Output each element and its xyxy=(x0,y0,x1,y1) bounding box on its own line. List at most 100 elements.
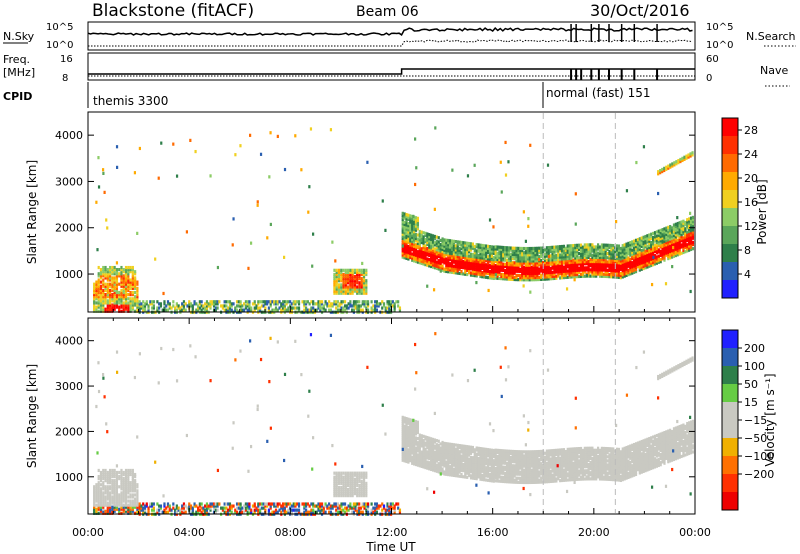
power-cell xyxy=(585,266,588,270)
power-cell xyxy=(115,278,119,282)
power-cell xyxy=(688,231,691,236)
power-cell xyxy=(131,293,134,297)
velocity-cell xyxy=(428,442,431,446)
velocity-cell xyxy=(346,481,350,485)
power-cell xyxy=(638,247,641,251)
velocity-cell xyxy=(403,430,406,434)
power-cell xyxy=(568,267,571,271)
power-cell xyxy=(342,268,345,272)
power-cell xyxy=(422,254,425,258)
power-cell xyxy=(627,245,630,250)
power-cell xyxy=(382,304,386,308)
velocity-cell xyxy=(405,425,408,429)
velocity-cell xyxy=(283,510,286,514)
power-cell xyxy=(515,267,518,271)
power-cell xyxy=(418,254,421,259)
power-cell xyxy=(134,290,137,295)
power-cell xyxy=(418,252,421,257)
power-cell xyxy=(617,275,621,279)
velocity-cell xyxy=(407,421,410,425)
power-cell xyxy=(551,249,554,254)
power-cell xyxy=(471,273,475,277)
velocity-cell xyxy=(365,481,368,485)
power-cell xyxy=(113,307,116,311)
power-cell xyxy=(407,217,410,222)
power-cell xyxy=(433,241,437,245)
power-cell xyxy=(456,256,459,261)
velocity-cell xyxy=(333,502,336,506)
power-cell xyxy=(134,301,137,305)
power-cell xyxy=(439,249,442,253)
power-cell xyxy=(560,265,564,269)
power-cell xyxy=(333,281,336,285)
power-cell xyxy=(589,268,592,272)
power-cell xyxy=(473,271,476,276)
power-cell xyxy=(343,304,347,308)
power-cell xyxy=(349,279,352,283)
power-cell xyxy=(401,253,404,257)
power-cell xyxy=(553,274,556,278)
power-cell xyxy=(450,264,454,268)
velocity-cell xyxy=(333,487,336,492)
power-cell xyxy=(346,281,350,285)
velocity-cell xyxy=(136,499,139,503)
power-cell xyxy=(437,259,440,263)
power-cell xyxy=(122,305,125,309)
power-cell xyxy=(172,142,175,146)
power-cell xyxy=(610,270,613,275)
velocity-cell xyxy=(426,450,429,454)
power-cell xyxy=(177,304,180,308)
power-cell xyxy=(564,263,567,267)
velocity-cell xyxy=(131,470,134,475)
power-cell xyxy=(655,238,658,242)
velocity-cell xyxy=(344,489,347,494)
power-cell xyxy=(612,248,615,252)
power-cell xyxy=(147,304,150,308)
power-cell xyxy=(418,259,421,263)
power-cell xyxy=(228,304,232,308)
power-cell xyxy=(248,302,251,306)
power-cell xyxy=(574,273,577,277)
power-cell xyxy=(614,269,617,273)
velocity-cell xyxy=(412,437,416,442)
power-cell xyxy=(633,256,636,260)
power-cell xyxy=(346,277,350,281)
power-cell xyxy=(460,251,463,255)
power-cell xyxy=(657,233,660,237)
power-cell xyxy=(401,224,404,228)
velocity-cell xyxy=(253,502,256,506)
power-cell xyxy=(111,278,114,282)
power-cell xyxy=(353,270,357,274)
power-cell xyxy=(661,246,664,250)
power-cell xyxy=(617,273,621,277)
power-cell xyxy=(627,243,630,248)
power-cell xyxy=(340,287,343,291)
power-cell xyxy=(336,308,340,312)
velocity-cell xyxy=(134,481,137,485)
power-cell xyxy=(663,231,666,235)
power-cell xyxy=(469,273,473,277)
power-cell xyxy=(608,264,611,268)
power-cell xyxy=(405,246,408,250)
velocity-cell xyxy=(127,483,130,487)
power-cell xyxy=(648,235,651,239)
power-cell xyxy=(120,299,123,303)
power-cell xyxy=(456,246,459,250)
power-cell xyxy=(381,199,384,203)
power-cell xyxy=(591,268,594,272)
velocity-cell xyxy=(356,475,359,479)
power-cell xyxy=(576,260,579,264)
power-cell xyxy=(97,156,100,160)
power-cell xyxy=(684,245,687,250)
power-cell xyxy=(498,253,501,258)
power-cell xyxy=(496,266,499,270)
power-cell xyxy=(439,255,442,259)
power-cell xyxy=(407,244,410,249)
power-cell xyxy=(418,238,421,242)
velocity-cell xyxy=(124,505,128,509)
power-cell xyxy=(445,242,448,246)
velocity-cell xyxy=(362,479,366,483)
power-cell xyxy=(682,221,685,225)
power-cell xyxy=(652,246,655,250)
freq-series xyxy=(88,68,695,80)
